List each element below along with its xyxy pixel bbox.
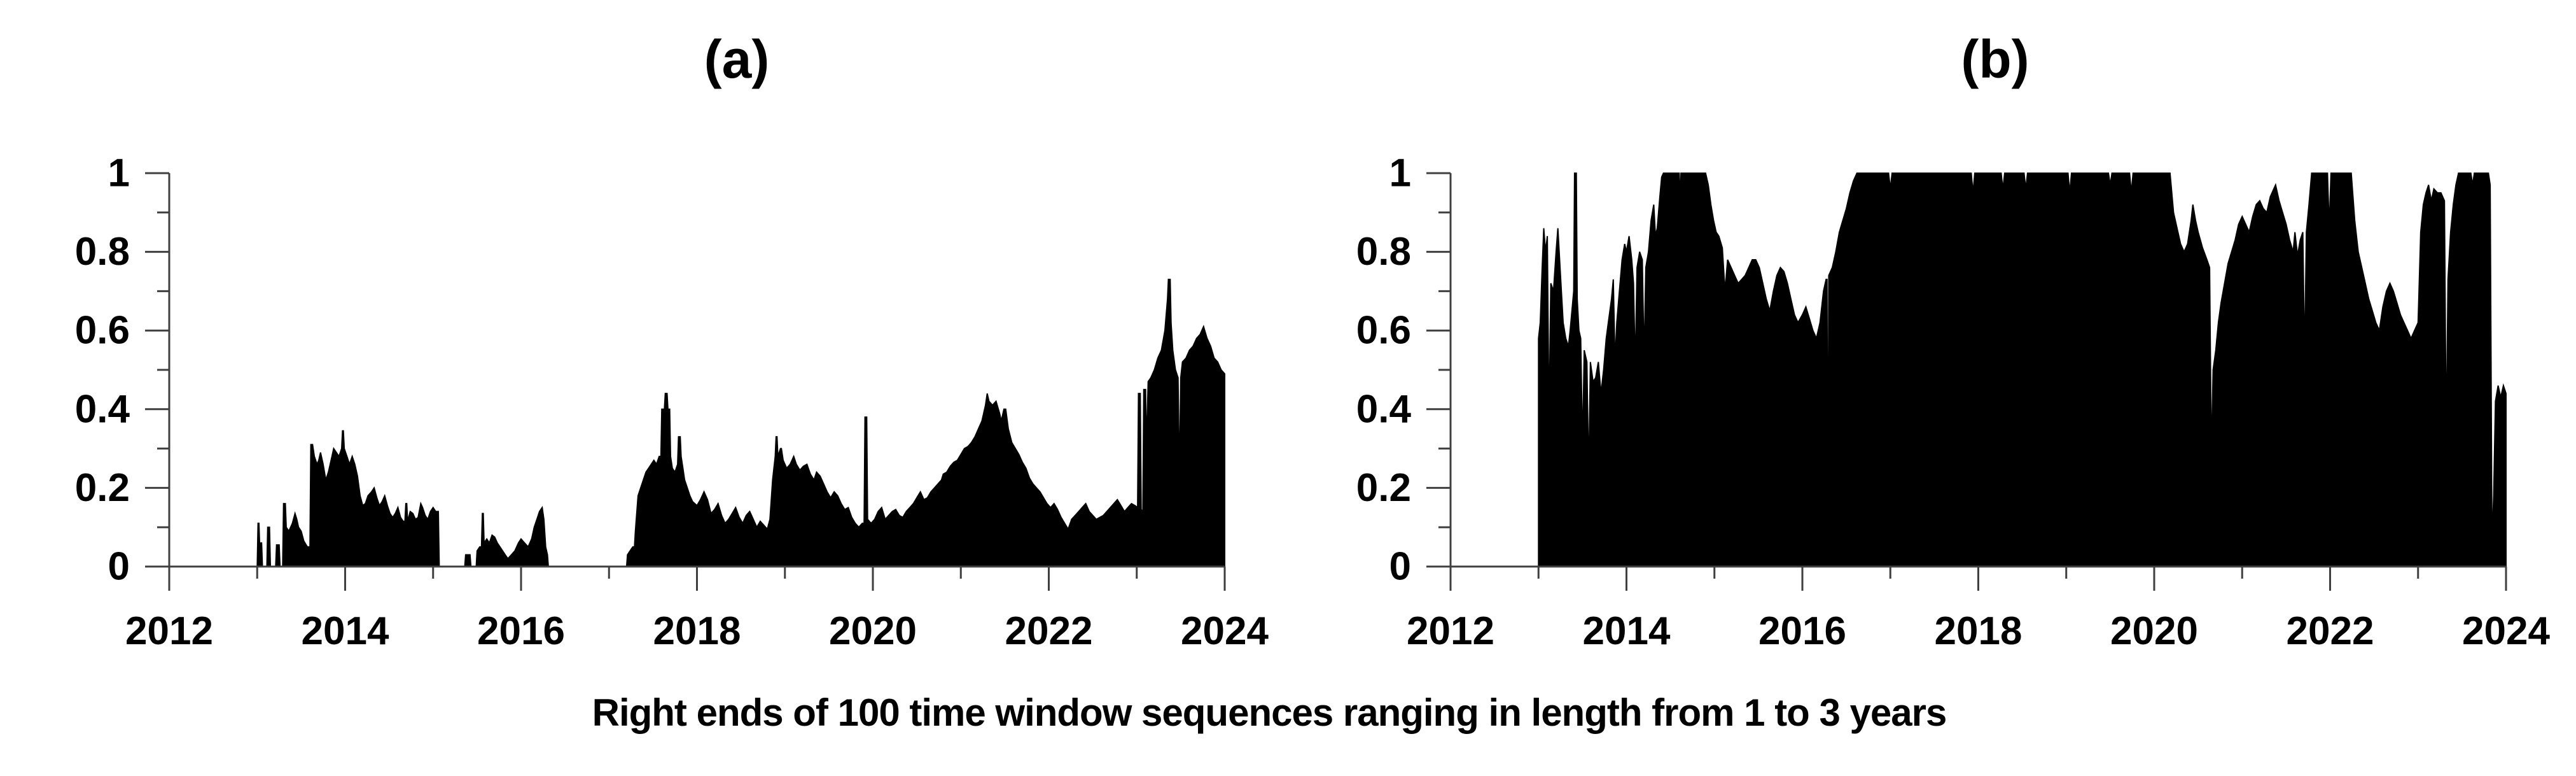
area-series: [256, 278, 1225, 567]
y-tick-label: 1: [1389, 152, 1411, 195]
x-tick-label: 2014: [302, 609, 389, 653]
x-tick-label: 2016: [1758, 609, 1846, 653]
y-tick-label: 0.2: [1356, 466, 1411, 510]
area-series: [1538, 173, 2507, 567]
y-tick-label: 0.6: [1356, 309, 1411, 353]
figure-caption: Right ends of 100 time window sequences …: [592, 691, 1947, 734]
y-tick-label: 0.2: [75, 466, 130, 510]
x-tick-label: 2024: [2462, 609, 2550, 653]
panel-b-title: (b): [1961, 29, 2029, 89]
y-tick-label: 0.6: [75, 309, 130, 353]
panel-a: 0 0.2 0.4 0.6 0.8 1 2012 2014 2016 2018 2020 2022 20…: [75, 152, 1269, 654]
y-tick-label: 0.8: [1356, 230, 1411, 274]
x-tick-label: 2018: [653, 609, 741, 653]
y-tick-label: 0: [1389, 545, 1411, 589]
panel-b: 0 0.2 0.4 0.6 0.8 1 2012 2014 2016 2018 2020 2022 20…: [1356, 152, 2551, 654]
y-tick-label: 0.4: [75, 387, 130, 431]
x-tick-label: 2016: [477, 609, 565, 653]
y-tick-label: 0.4: [1356, 387, 1412, 431]
x-tick-label: 2020: [2110, 609, 2198, 653]
y-tick-label: 0: [108, 545, 130, 589]
x-tick-label: 2018: [1935, 609, 2023, 653]
panel-a-title: (a): [704, 29, 770, 89]
x-tick-label: 2020: [829, 609, 917, 653]
y-tick-label: 1: [108, 152, 130, 195]
x-tick-label: 2012: [1407, 609, 1494, 653]
x-tick-label: 2012: [125, 609, 213, 653]
x-tick-label: 2024: [1181, 609, 1269, 653]
y-tick-label: 0.8: [75, 230, 130, 274]
x-tick-label: 2022: [2287, 609, 2374, 653]
x-tick-label: 2014: [1583, 609, 1671, 653]
x-tick-label: 2022: [1005, 609, 1093, 653]
